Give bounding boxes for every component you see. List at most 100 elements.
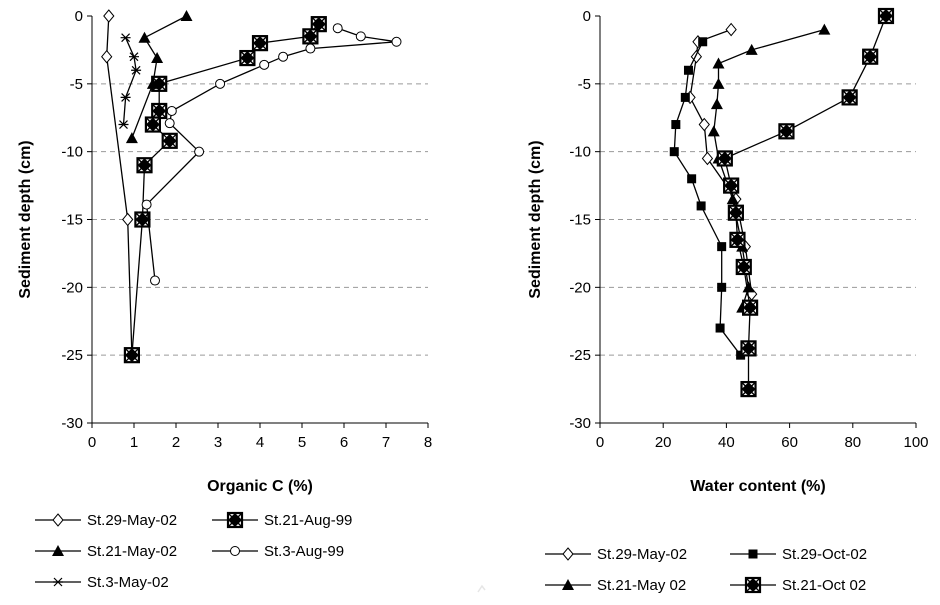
series-line (106, 15, 133, 356)
series-3 (125, 10, 193, 144)
series-line (122, 37, 137, 125)
legend-label: St.29-Oct-02 (782, 546, 867, 563)
x-tick-label: 40 (718, 434, 735, 451)
data-point (696, 201, 706, 211)
data-point (136, 157, 153, 174)
data-point (669, 147, 679, 157)
series-line (724, 15, 887, 390)
data-point (742, 281, 755, 293)
organic-c-panel: 0 -5 -10 -15 -20 -25 -30 0 1 2 3 4 5 6 7 8 Organic C (%)… (17, 8, 432, 591)
data-point (310, 16, 327, 33)
legend-label: St.21-Oct 02 (782, 577, 866, 594)
data-point (251, 35, 269, 52)
data-point (305, 43, 316, 54)
data-point (120, 33, 131, 43)
data-point (125, 132, 138, 144)
y-tick-label: -10 (569, 144, 591, 161)
data-point (745, 43, 758, 55)
data-point (180, 10, 193, 21)
data-point (278, 51, 289, 62)
data-point (698, 117, 710, 132)
data-point (146, 77, 159, 89)
data-point (680, 92, 690, 102)
data-point (862, 48, 879, 65)
legend-marker (52, 513, 64, 527)
series-2 (669, 37, 746, 360)
legend-label: St.3-Aug-99 (264, 543, 344, 560)
series-3 (707, 23, 831, 313)
y-tick-label: -10 (61, 144, 83, 161)
series-line (131, 23, 320, 356)
series-4 (716, 7, 895, 398)
data-point (164, 118, 175, 129)
x-tick-label: 6 (340, 434, 348, 451)
data-point (123, 347, 141, 364)
data-point (726, 193, 739, 205)
series-4 (141, 23, 402, 286)
legend-entry: St.29-May-02 (35, 512, 177, 529)
data-point (723, 177, 740, 194)
legend-label: St.21-May 02 (597, 577, 686, 594)
data-point (101, 49, 113, 64)
x-tick-label: 60 (781, 434, 798, 451)
y-tick-label: -30 (61, 415, 83, 432)
x-tick-label: 0 (88, 434, 96, 451)
x-tick-label: 8 (424, 434, 432, 451)
series-line (145, 27, 397, 281)
data-point (716, 150, 733, 167)
y-tick-label: -20 (61, 279, 83, 296)
data-point (141, 199, 152, 210)
x-tick-label: 5 (298, 434, 306, 451)
legend-label: St.3-May-02 (87, 574, 169, 591)
series-5 (118, 33, 142, 129)
data-point (778, 123, 795, 140)
series-line (713, 28, 825, 308)
legend-marker (52, 545, 64, 556)
legend-marker (744, 576, 762, 594)
legend-entry: St.21-May-02 (35, 543, 177, 560)
data-point (710, 98, 723, 110)
legend-entry: St.21-Oct 02 (730, 576, 866, 594)
legend-marker (562, 547, 574, 561)
y-tick-label: -30 (569, 415, 591, 432)
data-point (120, 92, 131, 102)
data-point (717, 242, 727, 252)
legend-marker (226, 511, 244, 529)
organic-c-legend: St.29-May-02 St.21-Aug-99 St.21-May-02 St.3… (35, 511, 352, 591)
data-point (129, 52, 139, 62)
y-tick-label: -15 (569, 212, 591, 229)
data-point (712, 77, 725, 89)
water-content-legend: St.29-May-02 St.29-Oct-02 St.21-May 02 St.2… (545, 546, 867, 594)
data-point (740, 380, 757, 398)
data-point (687, 174, 697, 184)
y-tick-label: -15 (61, 212, 83, 229)
data-point (144, 116, 161, 133)
data-point (707, 125, 720, 137)
data-point (138, 31, 151, 43)
data-point (727, 204, 744, 221)
x-tick-label: 80 (844, 434, 861, 451)
x-tick-label: 100 (903, 434, 928, 451)
y-tick-label: 0 (583, 8, 591, 25)
legend-marker (562, 579, 574, 590)
data-point (118, 120, 129, 129)
data-point (841, 89, 858, 106)
legend-entry: St.3-Aug-99 (212, 543, 344, 560)
legend-label: St.21-Aug-99 (264, 512, 352, 529)
data-point (877, 7, 895, 25)
x-axis-title: Organic C (%) (207, 478, 313, 495)
data-point (717, 282, 727, 292)
y-tick-label: -20 (569, 279, 591, 296)
x-tick-label: 1 (130, 434, 138, 451)
data-point (302, 28, 319, 45)
y-tick-label: 0 (75, 8, 83, 25)
data-point (741, 299, 759, 316)
data-point (683, 65, 693, 75)
data-point (725, 22, 737, 37)
data-point (698, 37, 708, 47)
data-point (740, 340, 757, 357)
y-tick-label: -5 (578, 76, 591, 93)
series-1 (101, 9, 138, 362)
y-tick-label: -5 (70, 76, 83, 93)
